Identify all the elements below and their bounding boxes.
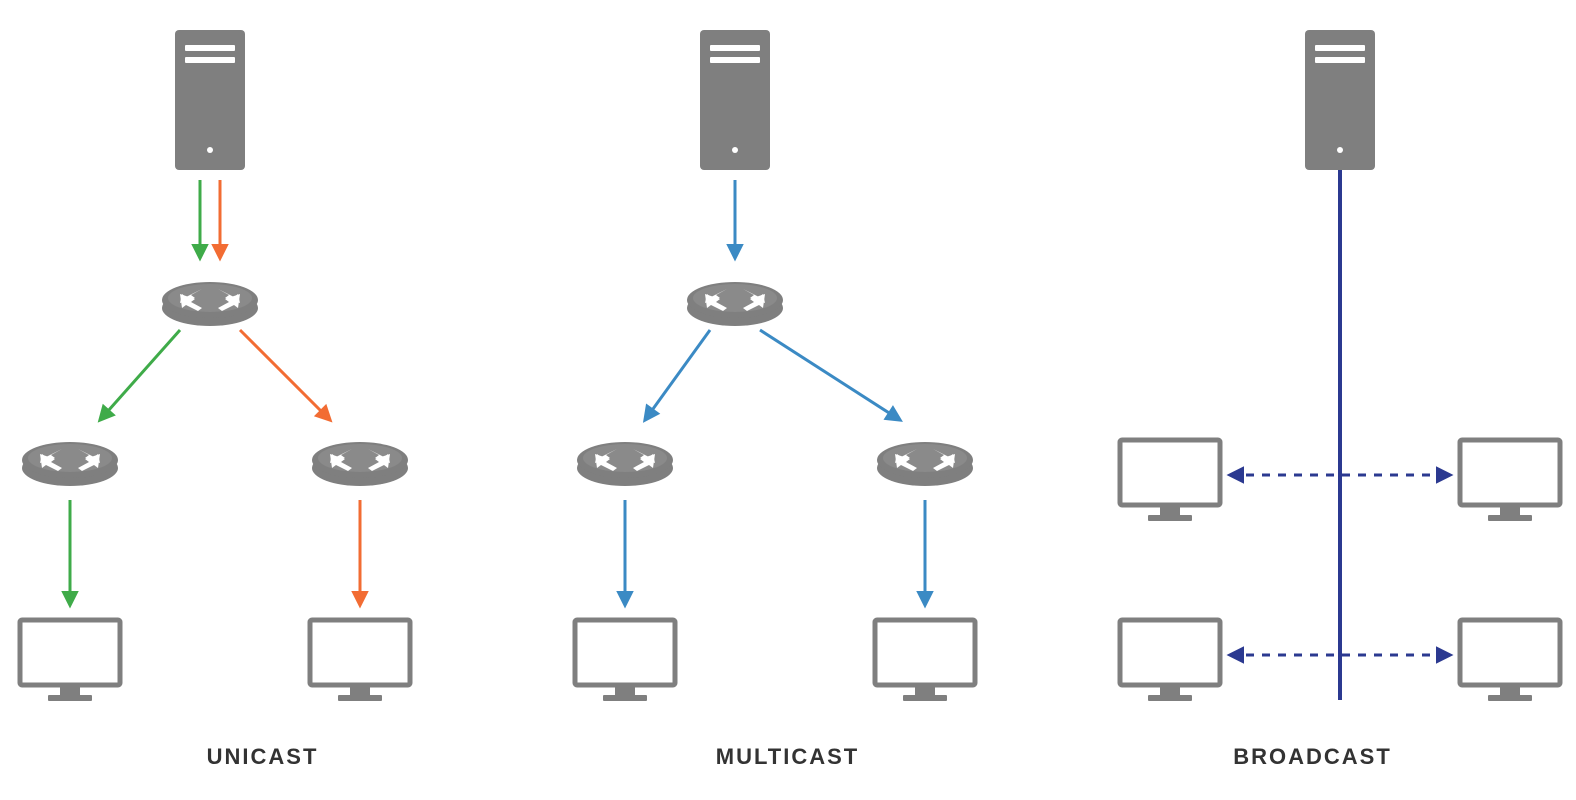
unicast-svg — [0, 0, 525, 800]
monitor-icon — [20, 620, 120, 701]
monitor-icon — [875, 620, 975, 701]
multicast-label: MULTICAST — [525, 744, 1050, 770]
server-icon — [175, 30, 245, 170]
diagram-container: UNICAST MULTICAST — [0, 0, 1576, 800]
router-icon — [312, 442, 408, 486]
arrow-unicast-orange-2 — [240, 330, 330, 420]
router-icon — [577, 442, 673, 486]
monitor-icon — [1120, 620, 1220, 701]
router-icon — [22, 442, 118, 486]
broadcast-label: BROADCAST — [1050, 744, 1575, 770]
monitor-icon — [310, 620, 410, 701]
router-icon — [162, 282, 258, 326]
monitor-icon — [575, 620, 675, 701]
multicast-svg — [525, 0, 1050, 800]
arrow-multicast-3 — [760, 330, 900, 420]
multicast-panel: MULTICAST — [525, 0, 1050, 800]
broadcast-svg — [1050, 0, 1575, 800]
broadcast-panel: BROADCAST — [1050, 0, 1575, 800]
server-icon — [700, 30, 770, 170]
monitor-icon — [1460, 440, 1560, 521]
arrow-multicast-2 — [645, 330, 710, 420]
router-icon — [687, 282, 783, 326]
arrow-unicast-green-2 — [100, 330, 180, 420]
router-icon — [877, 442, 973, 486]
server-icon — [1305, 30, 1375, 170]
unicast-label: UNICAST — [0, 744, 525, 770]
unicast-panel: UNICAST — [0, 0, 525, 800]
monitor-icon — [1120, 440, 1220, 521]
monitor-icon — [1460, 620, 1560, 701]
